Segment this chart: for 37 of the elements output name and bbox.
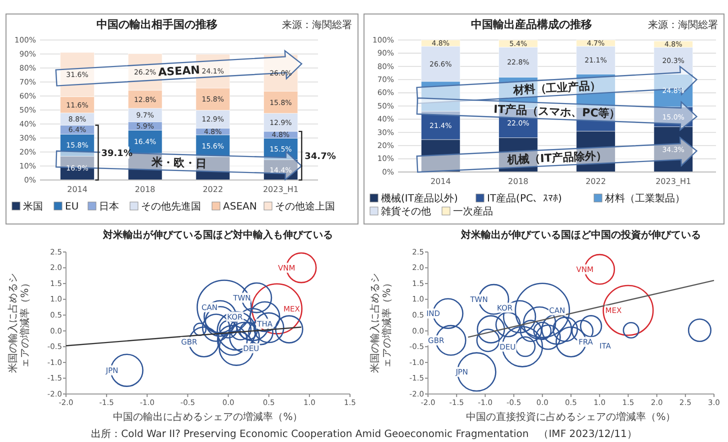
chart-title: 対米輸出が伸びている国ほど中国の投資が伸びている	[460, 229, 701, 241]
chart-title: 対米輸出が伸びている国ほど対中輸入も伸びている	[102, 229, 333, 241]
annotation: IT产品（スマホ、PC等）	[493, 102, 621, 121]
chart-title: 中国の輸出相手国の推移	[96, 18, 218, 31]
x-tick-label: 2014	[430, 177, 451, 186]
text: 出所：Cold War II? Preserving Economic Cooperation Amid Geoeconomic Fragmentation （IMF 2023/12/11）	[91, 428, 637, 440]
legend-label: その他先進国	[141, 200, 201, 212]
legend-label: IT産品(PC、ｽﾏﾎ)	[487, 192, 562, 204]
annotation: 34.7%	[304, 152, 336, 162]
x-tick-label: 2018	[134, 185, 156, 194]
legend-label: 一次産品	[453, 206, 493, 218]
annotation: 材料（工业产品）	[512, 78, 602, 97]
legend-label: EU	[65, 202, 79, 212]
x-tick-label: 2023_H1	[262, 185, 298, 194]
x-tick-label: 2014	[67, 185, 88, 194]
legend-label: 日本	[99, 200, 119, 212]
x-tick-label: 2023_H1	[656, 177, 692, 186]
x-axis-title: 中国の輸出に占めるシェアの増減率（%）	[113, 411, 303, 423]
y-axis-title: 米国の輸入に占めるシェアの増減率（%）	[7, 273, 31, 373]
x-axis-title: 中国の直接投資に占めるシェアの増減率（%）	[466, 411, 676, 423]
source-note: 来源：海関総署	[648, 19, 718, 31]
x-tick-label: 2018	[508, 177, 528, 186]
legend-label: 機械(IT産品以外)	[381, 192, 458, 204]
legend-label: 米国	[23, 200, 43, 212]
x-tick-label: 2022	[202, 185, 224, 194]
x-tick-label: 2022	[586, 177, 606, 186]
annotation: 米・欧・日	[150, 156, 207, 170]
annotation: 机械（IT产品除外）	[506, 148, 608, 167]
legend-label: 雑貨その他	[381, 206, 431, 218]
chart-title: 中国輸出産品構成の推移	[471, 18, 592, 31]
annotation: 39.1%	[101, 148, 132, 159]
source-note: 来源：海関総署	[282, 19, 352, 31]
legend-label: その他途上国	[275, 200, 335, 212]
legend-label: 材料（工業製品）	[604, 192, 685, 204]
legend-label: ASEAN	[223, 202, 257, 212]
y-axis-title: 米国の輸入に占めるシェアの増減率（%）	[369, 273, 393, 373]
annotation: ASEAN	[158, 63, 200, 79]
